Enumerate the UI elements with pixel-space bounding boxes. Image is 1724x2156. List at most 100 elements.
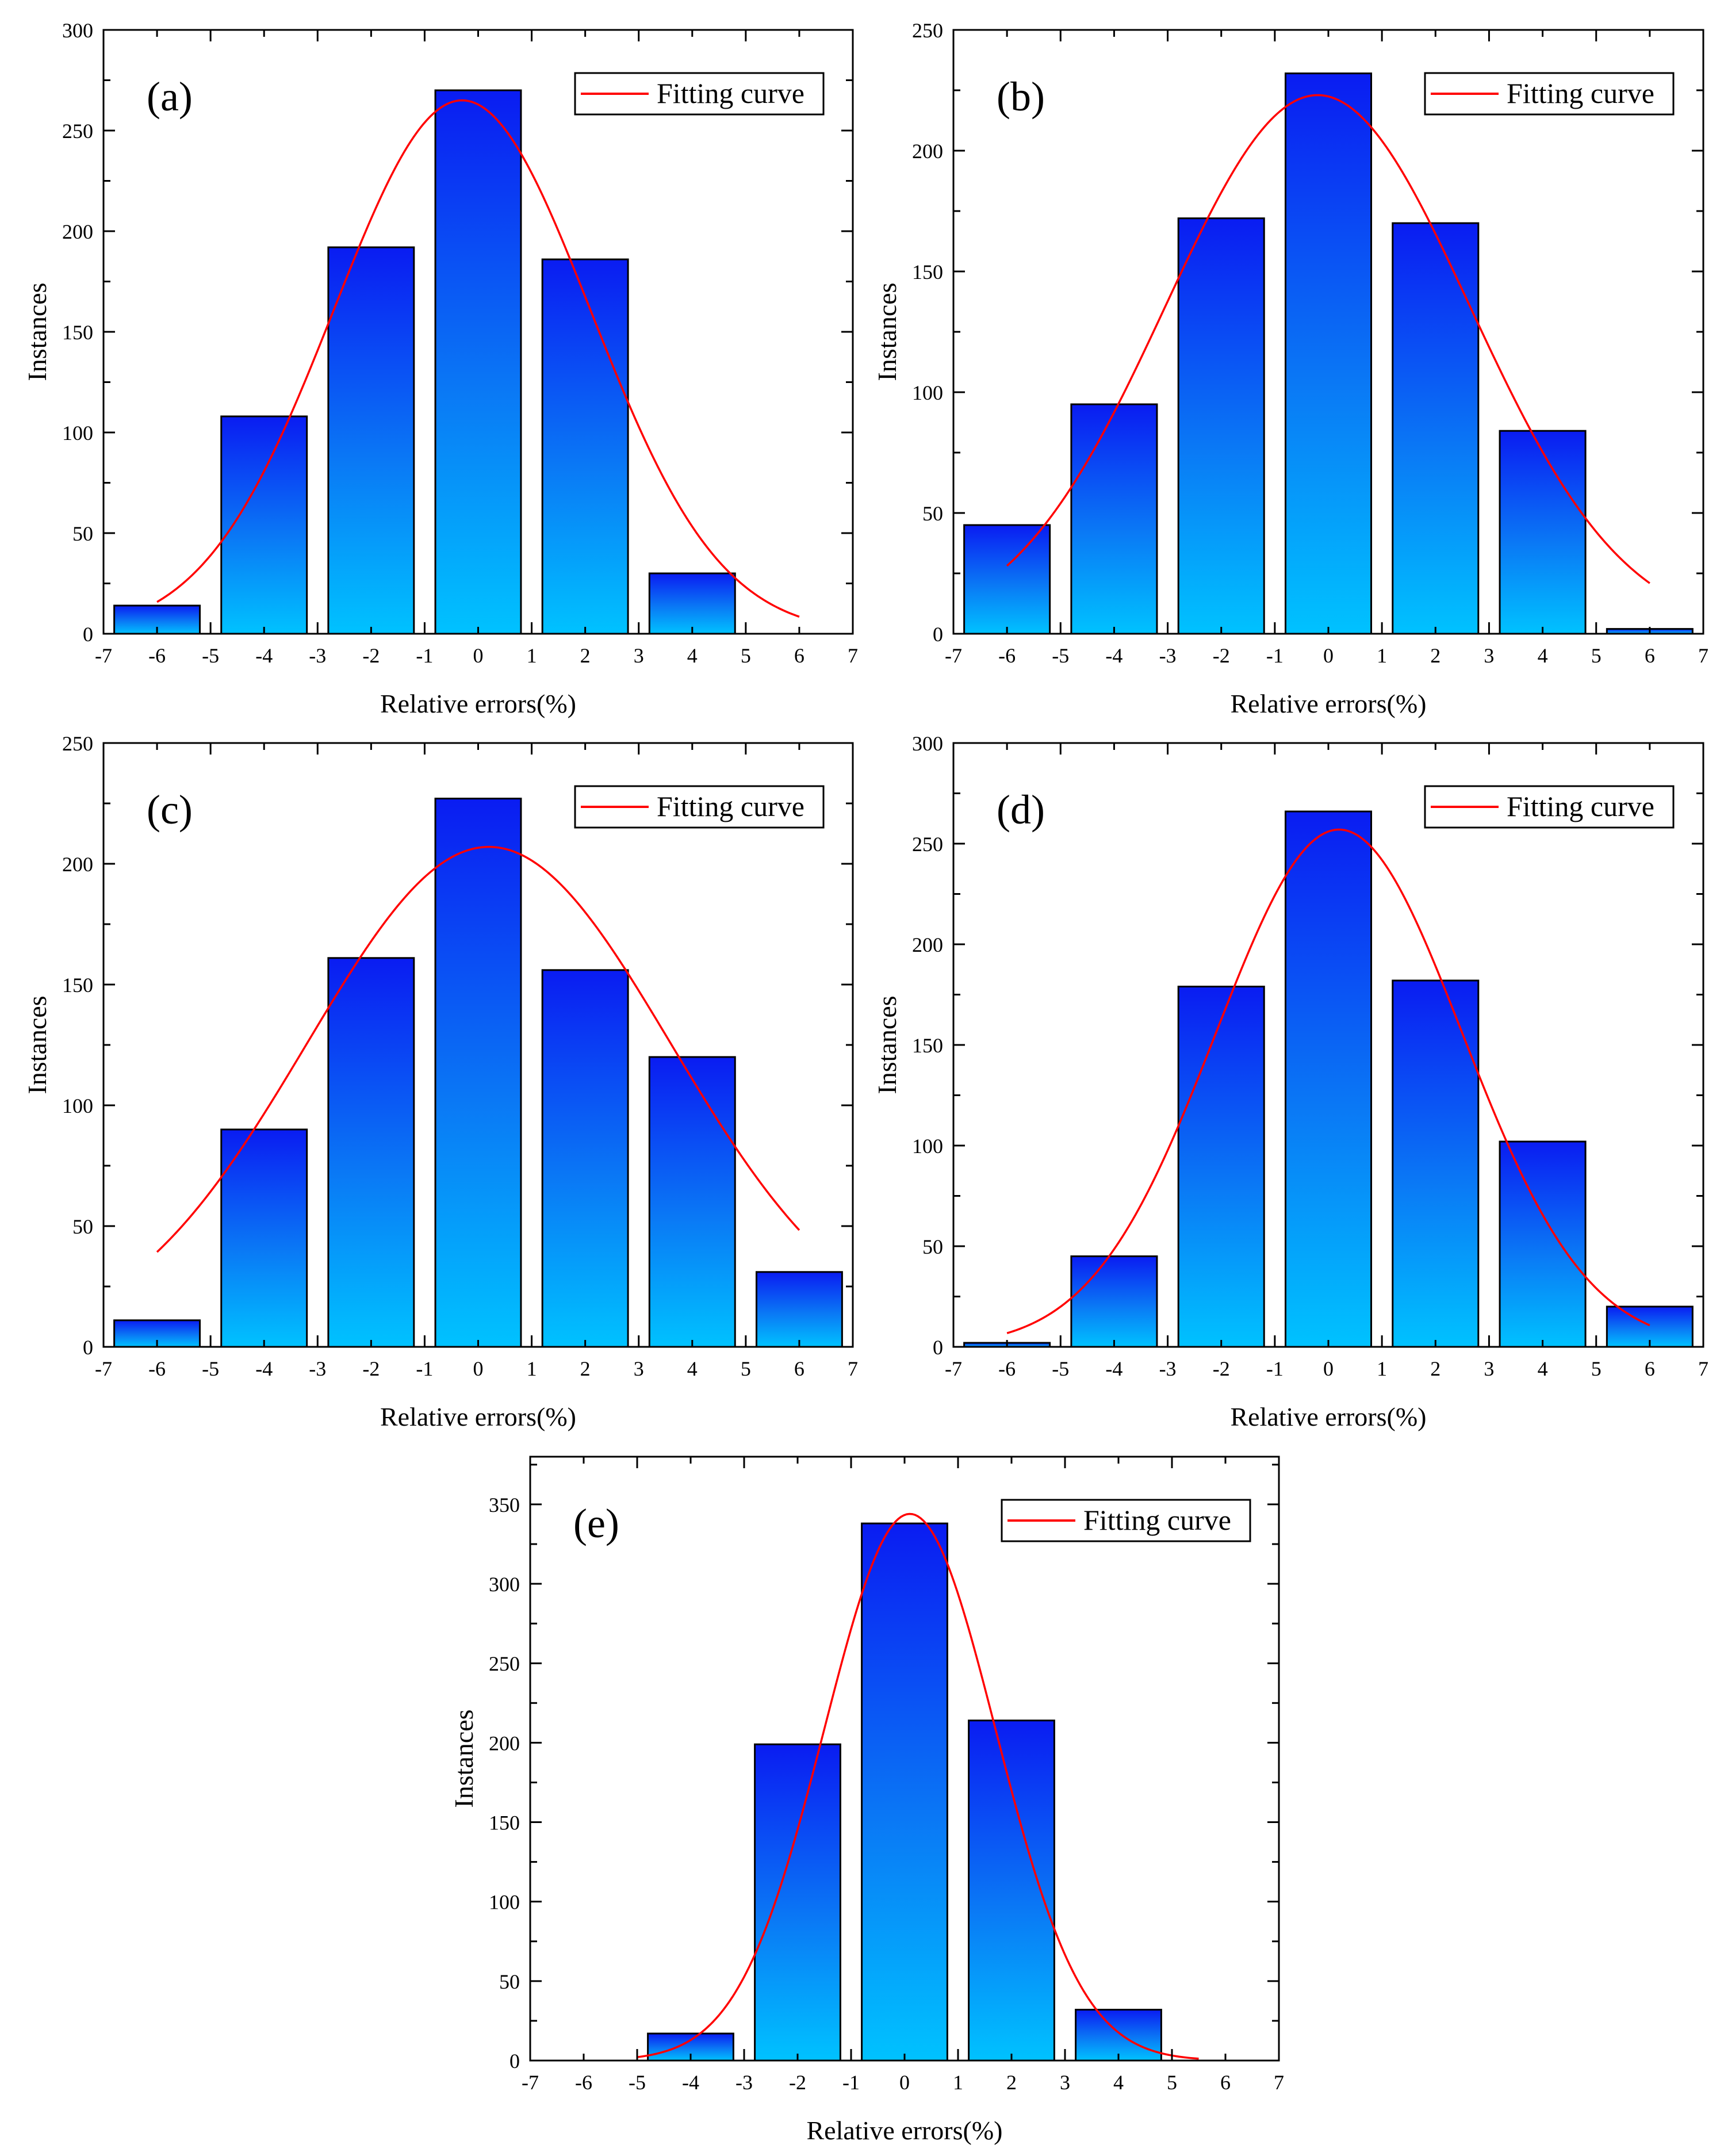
x-tick-label: -4: [1105, 644, 1122, 667]
panel-label: (c): [147, 787, 193, 833]
x-tick-label: 5: [1591, 644, 1602, 667]
x-tick-label: -4: [255, 644, 273, 667]
y-tick-label: 100: [62, 422, 93, 445]
x-tick-label: -3: [735, 2071, 753, 2094]
x-tick-label: 3: [1484, 644, 1494, 667]
y-axis-title: Instances: [449, 1709, 478, 1807]
y-tick-label: 0: [509, 2050, 520, 2073]
y-tick-label: 200: [912, 140, 943, 163]
y-tick-label: 350: [489, 1494, 520, 1517]
y-tick-label: 50: [922, 1235, 943, 1258]
y-tick-label: 250: [62, 732, 93, 755]
y-axis-title: Instances: [872, 995, 902, 1094]
panel-b: -7 -6 -5 -4 -3 -2 -1 0 1 2 3 4 5 6 7 0 50 100 150 200 250 Rel…: [872, 19, 1708, 718]
y-tick-label: 50: [922, 502, 943, 525]
x-tick-label: 2: [1006, 2071, 1017, 2094]
bar: [434, 798, 522, 1348]
y-tick-label: 50: [72, 1215, 93, 1238]
x-tick-label: -3: [1159, 644, 1177, 667]
x-tick-label: -7: [95, 1357, 112, 1380]
y-axis-title: Instances: [22, 995, 52, 1094]
x-tick-label: 5: [1591, 1357, 1602, 1380]
bar: [1499, 1140, 1587, 1348]
panel-label: (a): [147, 74, 193, 120]
bar: [434, 89, 522, 635]
bar: [1392, 979, 1480, 1348]
y-tick-label: 150: [489, 1812, 520, 1835]
legend-box: [1424, 72, 1675, 116]
x-tick-label: -3: [1159, 1357, 1177, 1380]
bar: [1075, 2009, 1162, 2062]
x-tick-label: 6: [794, 644, 804, 667]
x-tick-label: 1: [1377, 1357, 1387, 1380]
y-tick-label: 100: [62, 1094, 93, 1117]
x-tick-label: 6: [1645, 1357, 1655, 1380]
x-tick-label: 0: [473, 1357, 484, 1380]
y-tick-label: 0: [933, 1336, 943, 1359]
x-tick-label: -1: [842, 2071, 860, 2094]
y-tick-label: 250: [912, 19, 943, 42]
y-tick-label: 150: [912, 261, 943, 284]
bar: [1177, 986, 1265, 1348]
x-tick-label: 5: [741, 1357, 751, 1380]
bar: [220, 1128, 308, 1348]
x-tick-label: 3: [1484, 1357, 1494, 1380]
bar: [327, 957, 415, 1348]
panel-a: -7 -6 -5 -4 -3 -2 -1 0 1 2 3 4 5 6 7 0 50 100 150 200 250 300…: [22, 19, 858, 718]
x-tick-label: -5: [1052, 1357, 1069, 1380]
x-tick-label: 0: [899, 2071, 910, 2094]
x-tick-label: 3: [634, 644, 644, 667]
bar: [1284, 72, 1373, 635]
x-tick-label: -7: [95, 644, 112, 667]
x-tick-label: 6: [794, 1357, 804, 1380]
panel-d: -7 -6 -5 -4 -3 -2 -1 0 1 2 3 4 5 6 7 0 50 100 150 200 250 300…: [872, 732, 1708, 1431]
x-tick-label: 2: [1430, 644, 1441, 667]
x-tick-label: -5: [202, 1357, 219, 1380]
bar: [861, 1522, 948, 2062]
x-tick-label: 2: [580, 644, 591, 667]
x-tick-label: -5: [1052, 644, 1069, 667]
fitting-curve: [1006, 94, 1650, 584]
x-axis-title: Relative errors(%): [806, 2116, 1002, 2145]
x-tick-label: 3: [634, 1357, 644, 1380]
bar: [1070, 403, 1158, 635]
x-tick-label: -5: [202, 644, 219, 667]
y-tick-label: 0: [83, 623, 93, 646]
panel-c: -7 -6 -5 -4 -3 -2 -1 0 1 2 3 4 5 6 7 0 50 100 150 200 250 Rel…: [22, 732, 858, 1431]
y-tick-label: 250: [62, 120, 93, 143]
x-tick-label: -6: [998, 1357, 1016, 1380]
x-tick-label: 4: [1113, 2071, 1124, 2094]
x-tick-label: -2: [362, 1357, 380, 1380]
y-tick-label: 150: [62, 321, 93, 344]
x-tick-label: 5: [1167, 2071, 1177, 2094]
y-tick-label: 250: [489, 1652, 520, 1675]
x-tick-label: 1: [527, 644, 537, 667]
legend-label: Fitting curve: [1083, 1504, 1231, 1536]
x-tick-label: 7: [1274, 2071, 1284, 2094]
x-tick-label: 1: [1377, 644, 1387, 667]
x-tick-label: 2: [1430, 1357, 1441, 1380]
x-tick-label: 0: [473, 644, 484, 667]
panel-label: (b): [997, 74, 1045, 120]
x-tick-label: -6: [575, 2071, 592, 2094]
x-tick-label: 4: [1538, 644, 1548, 667]
x-tick-label: 4: [1538, 1357, 1548, 1380]
x-tick-label: -1: [1266, 644, 1284, 667]
x-axis-title: Relative errors(%): [380, 689, 576, 718]
y-tick-label: 250: [912, 833, 943, 856]
x-tick-label: 0: [1323, 644, 1334, 667]
bar: [1070, 1255, 1158, 1348]
x-tick-label: -1: [416, 644, 433, 667]
bar: [754, 1743, 841, 2062]
y-tick-label: 100: [489, 1891, 520, 1914]
x-tick-label: -5: [629, 2071, 646, 2094]
legend-label: Fitting curve: [657, 790, 804, 822]
x-tick-label: 1: [527, 1357, 537, 1380]
bar: [327, 246, 415, 635]
legend-label: Fitting curve: [1507, 77, 1654, 109]
legend-box: [574, 72, 825, 116]
y-tick-label: 200: [489, 1732, 520, 1755]
panel-label: (d): [997, 787, 1045, 833]
x-tick-label: 4: [687, 1357, 698, 1380]
